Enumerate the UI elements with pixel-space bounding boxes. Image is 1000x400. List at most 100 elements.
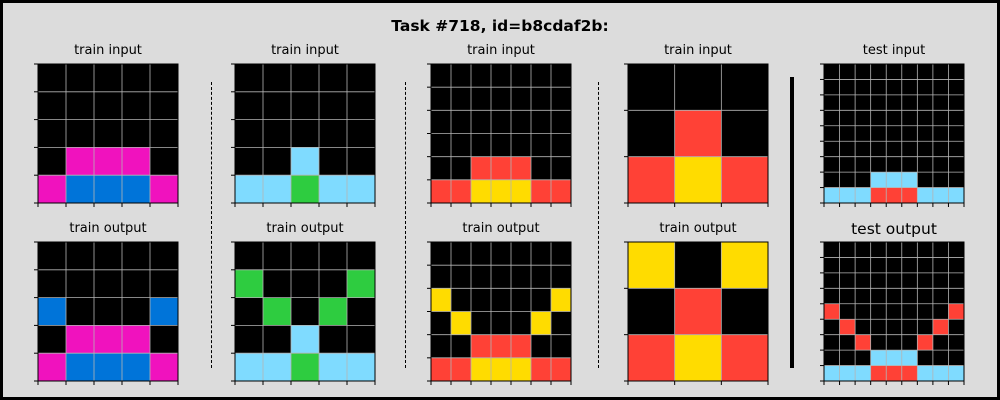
test-input-grid-cell bbox=[870, 141, 887, 157]
panel-3-input-grid-cell bbox=[531, 133, 552, 157]
panel-2-output-grid-cell bbox=[319, 353, 348, 382]
panel-1-output-grid-cell bbox=[66, 242, 95, 271]
panel-3-output-grid-cell bbox=[511, 334, 532, 359]
panel-1-input-grid-cell bbox=[38, 119, 67, 148]
panel-1-input-grid-cell bbox=[122, 91, 151, 120]
test-input-grid-cell bbox=[824, 110, 840, 127]
panel-3-output-grid-cell bbox=[551, 265, 572, 289]
panel-4-output-grid-cell bbox=[721, 288, 769, 335]
panel-3-input-label: train input bbox=[467, 43, 535, 58]
test-output-grid-cell bbox=[917, 257, 934, 274]
panel-3-output-grid bbox=[427, 241, 572, 385]
test-output-grid-cell bbox=[932, 334, 949, 351]
panel-1-input-grid-border bbox=[37, 63, 179, 204]
test-input-grid-cell bbox=[932, 172, 949, 188]
test-input-grid-cell bbox=[901, 156, 918, 173]
panel-1-input-grid-cell bbox=[66, 91, 95, 120]
panel-3-input-grid-cell bbox=[431, 110, 452, 134]
panel-4-output-label: train output bbox=[659, 221, 737, 236]
panel-4-input-grid-cell bbox=[628, 156, 675, 204]
test-input-grid-cell bbox=[917, 64, 934, 80]
panel-1-output-grid-cell bbox=[66, 297, 95, 326]
panel-3-output-grid-cell bbox=[511, 311, 532, 335]
test-output-grid-cell bbox=[824, 365, 840, 382]
panel-4-input-grid-cell bbox=[674, 64, 722, 111]
test-output-grid-cell bbox=[901, 288, 918, 305]
panel-3-input-grid-cell bbox=[511, 110, 532, 134]
test-output-grid-cell bbox=[839, 365, 856, 382]
panel-1-output-grid-cell bbox=[122, 269, 151, 298]
panel-3-output-grid-cell bbox=[551, 334, 572, 359]
panel-1-input-label: train input bbox=[74, 43, 142, 58]
panel-2-output-grid-cell bbox=[263, 297, 292, 326]
test-input-grid-cell bbox=[886, 156, 903, 173]
panel-1-output-grid-cell bbox=[38, 325, 67, 354]
panel-3-output-grid-cell bbox=[551, 242, 572, 266]
test-input-grid-cell bbox=[839, 94, 856, 111]
panel-3-input-grid-cell bbox=[491, 156, 512, 181]
panel-1-input-grid-cell bbox=[94, 91, 123, 120]
test-input-grid-cell bbox=[824, 187, 840, 204]
test-output-grid-cell bbox=[932, 242, 949, 258]
panel-3-input-grid-cell bbox=[551, 133, 572, 157]
test-input-grid-cell bbox=[824, 94, 840, 111]
panel-2-input-label: train input bbox=[271, 43, 339, 58]
panel-2-output-grid-cell bbox=[235, 269, 264, 298]
panel-2-input-grid-cell bbox=[235, 119, 264, 148]
panel-3-input-grid-cell bbox=[531, 87, 552, 111]
panel-3-input-grid-cell bbox=[551, 87, 572, 111]
panel-3-input-grid-cell bbox=[451, 87, 472, 111]
test-output-grid-cell bbox=[901, 365, 918, 382]
panel-1-output-grid-cell bbox=[94, 269, 123, 298]
test-input-grid-cell bbox=[839, 172, 856, 188]
test-input-grid-cell bbox=[870, 156, 887, 173]
test-output-grid-cell bbox=[886, 334, 903, 351]
test-input-grid-cell bbox=[886, 94, 903, 111]
panel-2-input-grid-cell bbox=[235, 147, 264, 176]
test-input-grid-cell bbox=[901, 187, 918, 204]
test-input-grid-cell bbox=[886, 64, 903, 80]
panel-3-output-grid-cell bbox=[531, 242, 552, 266]
panel-3-input-grid-cell bbox=[531, 64, 552, 88]
panel-1-input-grid-cell bbox=[66, 119, 95, 148]
panel-3-input-grid-cell bbox=[551, 156, 572, 181]
panel-3-output-grid-cell bbox=[471, 265, 492, 289]
test-output-grid-cell bbox=[948, 350, 965, 366]
panel-2-input-grid-cell bbox=[319, 64, 348, 93]
test-input-grid-cell bbox=[855, 141, 871, 157]
panel-4-output-grid-cell bbox=[721, 242, 769, 289]
test-output-grid-cell bbox=[870, 257, 887, 274]
panel-2-input-grid-cell bbox=[235, 91, 264, 120]
test-input-grid-cell bbox=[932, 187, 949, 204]
panel-1-output-label: train output bbox=[69, 221, 147, 236]
panel-4-output-grid-cell bbox=[674, 334, 722, 382]
panel-1-input-grid-cell bbox=[38, 91, 67, 120]
test-output-grid-cell bbox=[870, 334, 887, 351]
panel-2-output-grid bbox=[231, 241, 376, 385]
test-input-grid-cell bbox=[855, 64, 871, 80]
panel-4-output-grid-cell bbox=[674, 288, 722, 335]
panel-2-output-grid-cell bbox=[347, 242, 376, 271]
test-input-grid-cell bbox=[948, 156, 965, 173]
test-input-grid-cell bbox=[870, 125, 887, 142]
test-output-grid-cell bbox=[886, 350, 903, 366]
separator-1 bbox=[211, 82, 212, 368]
separator-2 bbox=[405, 82, 406, 368]
test-output-grid-cell bbox=[870, 242, 887, 258]
test-input-grid-border bbox=[823, 63, 965, 204]
test-input-grid-cell bbox=[886, 125, 903, 142]
test-input-grid-cell bbox=[870, 64, 887, 80]
panel-1-output-grid-cell bbox=[150, 269, 179, 298]
panel-3-input-grid-cell bbox=[491, 64, 512, 88]
test-output-grid-border bbox=[823, 241, 965, 382]
panel-3-input-grid-cell bbox=[471, 133, 492, 157]
test-output-grid-cell bbox=[839, 303, 856, 320]
test-output-grid-cell bbox=[901, 319, 918, 335]
test-output-grid-cell bbox=[839, 288, 856, 305]
test-input-grid-cell bbox=[824, 156, 840, 173]
test-output-grid-cell bbox=[824, 257, 840, 274]
panel-4-input-grid-cell bbox=[674, 156, 722, 204]
test-output-grid-cell bbox=[932, 288, 949, 305]
test-input-grid-cell bbox=[932, 110, 949, 127]
panel-3-input-grid-cell bbox=[551, 179, 572, 204]
